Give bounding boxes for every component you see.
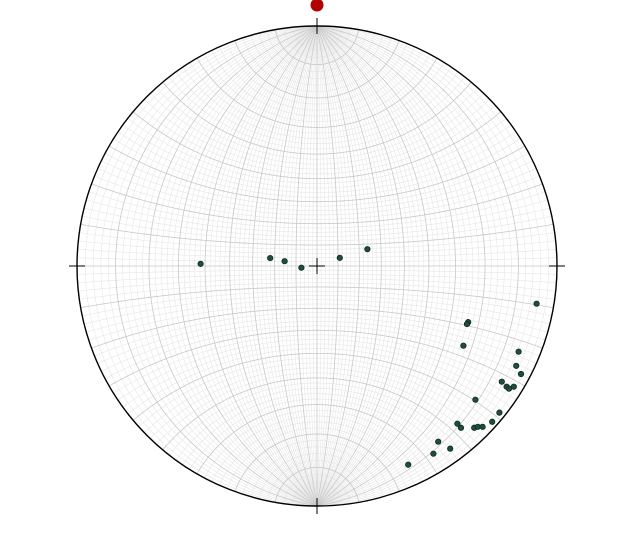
north-marker-dot xyxy=(310,0,324,12)
pole-point xyxy=(510,383,517,390)
pole-point xyxy=(472,396,479,403)
axis-ticks xyxy=(69,18,565,514)
pole-point xyxy=(515,348,522,355)
pole-point xyxy=(364,246,371,253)
pole-point xyxy=(336,254,343,261)
pole-point xyxy=(435,438,442,445)
pole-point xyxy=(197,260,204,267)
pole-point xyxy=(405,461,412,468)
pole-point xyxy=(498,378,505,385)
pole-point xyxy=(479,423,486,430)
pole-point xyxy=(513,362,520,369)
pole-point xyxy=(533,300,540,307)
pole-points xyxy=(197,246,540,468)
pole-point xyxy=(267,254,274,262)
pole-point xyxy=(454,420,461,427)
pole-point xyxy=(517,370,525,378)
pole-point xyxy=(430,450,437,457)
wulff-grid-major xyxy=(77,26,557,506)
pole-point xyxy=(496,409,503,416)
pole-point xyxy=(298,264,305,271)
pole-point xyxy=(463,320,471,328)
pole-point xyxy=(489,418,496,425)
pole-point xyxy=(281,258,288,265)
pole-point xyxy=(460,342,467,349)
pole-point xyxy=(447,445,454,452)
pole-point xyxy=(457,424,465,431)
